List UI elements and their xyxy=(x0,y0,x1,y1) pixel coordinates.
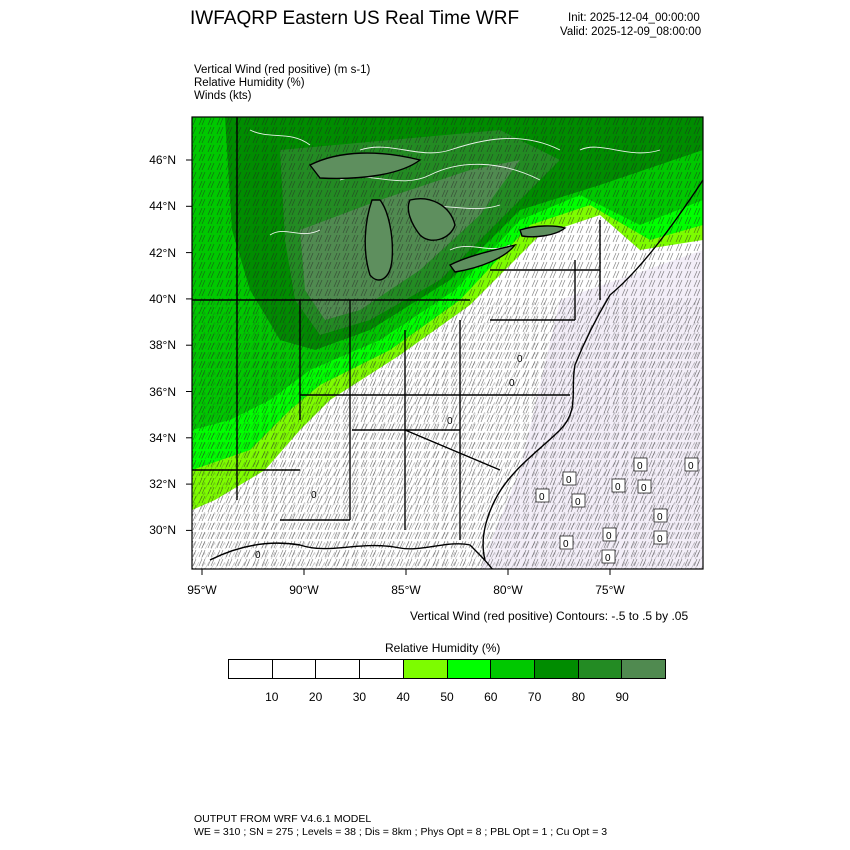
lon-label: 95°W xyxy=(187,583,217,597)
svg-text:0: 0 xyxy=(311,490,317,501)
lon-label: 85°W xyxy=(391,583,421,597)
colorbar-label: 20 xyxy=(308,690,323,704)
svg-text:0: 0 xyxy=(509,378,515,389)
colorbar-swatch xyxy=(447,660,492,678)
svg-text:0: 0 xyxy=(606,531,612,542)
contour-label: 0 xyxy=(255,550,261,561)
init-time: Init: 2025-12-04_00:00:00 xyxy=(568,12,700,24)
footer-config: WE = 310 ; SN = 275 ; Levels = 38 ; Dis … xyxy=(194,826,608,838)
wind-barbs-layer-south xyxy=(192,300,703,569)
contour-label: 0 xyxy=(562,471,577,486)
colorbar-swatch xyxy=(578,660,623,678)
contour-label: 0 xyxy=(684,457,699,472)
colorbar-swatch xyxy=(229,660,273,678)
contour-label: 0 xyxy=(535,488,550,503)
lat-label: 46°N xyxy=(149,153,176,167)
colorbar-label: 70 xyxy=(527,690,542,704)
map-frame xyxy=(191,116,704,570)
map-fill-layer: 0 0 0 0 0 0 0 0 0 0 0 0 0 0 0 0 0 xyxy=(192,117,703,569)
svg-text:0: 0 xyxy=(255,550,261,561)
valid-time: Valid: 2025-12-09_08:00:00 xyxy=(560,26,702,38)
lat-label: 38°N xyxy=(149,338,176,353)
lat-label: 32°N xyxy=(149,477,176,492)
colorbar-label: 30 xyxy=(352,690,367,704)
colorbar-swatch xyxy=(403,660,448,678)
svg-text:0: 0 xyxy=(517,354,523,365)
lat-label: 34°N xyxy=(149,430,176,445)
contour-label: 0 xyxy=(571,493,586,508)
lake-huron xyxy=(407,198,456,241)
state-boundaries xyxy=(192,117,703,569)
colorbar-swatch xyxy=(360,660,404,678)
svg-text:0: 0 xyxy=(566,475,572,486)
svg-text:0: 0 xyxy=(605,553,611,564)
colorbar-label: 60 xyxy=(484,690,498,704)
contour-zero-labels: 0 0 0 0 0 0 0 0 0 0 0 0 0 0 0 0 0 xyxy=(255,354,699,564)
contour-label: 0 xyxy=(509,378,515,389)
svg-text:0: 0 xyxy=(539,492,545,503)
svg-text:0: 0 xyxy=(447,416,453,427)
contour-label: 0 xyxy=(653,530,668,545)
colorbar-swatch xyxy=(491,660,535,678)
colorbar xyxy=(228,659,666,679)
colorbar-label: 90 xyxy=(615,690,629,704)
svg-text:0: 0 xyxy=(563,539,569,550)
field-label-vertical-wind: Vertical Wind (red positive) (m s-1) xyxy=(194,64,371,76)
contour-label: 0 xyxy=(517,354,523,365)
plot-title: IWFAQRP Eastern US Real Time WRF xyxy=(190,8,520,29)
colorbar-label: 40 xyxy=(396,690,410,704)
contour-info: Vertical Wind (red positive) Contours: -… xyxy=(410,609,689,623)
colorbar-title: Relative Humidity (%) xyxy=(385,641,501,655)
colorbar-swatch xyxy=(622,660,666,678)
contour-label: 0 xyxy=(311,490,317,501)
svg-text:0: 0 xyxy=(657,512,663,523)
axis-ticks xyxy=(186,159,611,575)
footer-model: OUTPUT FROM WRF V4.6.1 MODEL xyxy=(194,813,372,825)
field-label-winds: Winds (kts) xyxy=(194,90,252,102)
lat-label: 30°N xyxy=(149,523,176,538)
svg-text:0: 0 xyxy=(657,534,663,545)
colorbar-swatch xyxy=(272,660,317,678)
colorbar-label: 50 xyxy=(440,690,454,704)
lat-label: 36°N xyxy=(149,384,176,399)
field-label-relative-humidity: Relative Humidity (%) xyxy=(194,77,305,89)
contour-label: 0 xyxy=(447,416,453,427)
colorbar-label: 10 xyxy=(265,690,279,704)
svg-text:0: 0 xyxy=(688,461,694,472)
lat-label: 40°N xyxy=(149,291,176,306)
colorbar-swatch xyxy=(534,660,579,678)
svg-text:0: 0 xyxy=(575,497,581,508)
contour-label: 0 xyxy=(633,457,648,472)
colorbar-swatch xyxy=(316,660,361,678)
contour-label: 0 xyxy=(601,549,616,564)
lake-erie xyxy=(448,243,517,273)
lon-label: 75°W xyxy=(595,583,625,597)
lat-label: 42°N xyxy=(149,245,176,260)
lake-ontario xyxy=(519,225,567,238)
lon-label: 80°W xyxy=(493,583,523,597)
contour-label: 0 xyxy=(559,535,574,550)
lake-michigan xyxy=(364,199,394,281)
contour-label: 0 xyxy=(653,508,668,523)
colorbar-label: 80 xyxy=(571,690,586,704)
lake-superior xyxy=(308,152,422,180)
svg-text:0: 0 xyxy=(641,483,647,494)
svg-text:0: 0 xyxy=(615,482,621,493)
lon-label: 90°W xyxy=(289,583,319,597)
contour-label: 0 xyxy=(611,478,626,493)
contour-label: 0 xyxy=(637,479,652,494)
svg-text:0: 0 xyxy=(637,461,643,472)
contour-label: 0 xyxy=(602,527,617,542)
lat-label: 44°N xyxy=(149,199,176,214)
